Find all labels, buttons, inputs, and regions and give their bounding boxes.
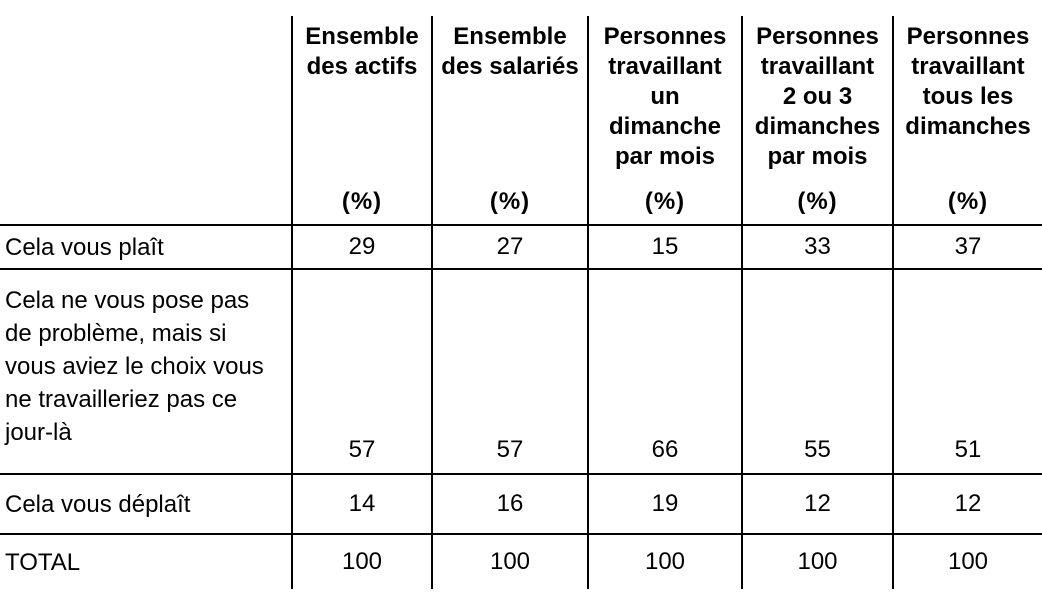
value-cell: 33	[741, 225, 893, 270]
table-row-total: TOTAL 100 100 100 100 100	[0, 534, 1042, 589]
value-cell: 12	[741, 474, 893, 535]
row-label: Cela vous déplaît	[0, 474, 292, 535]
col-header-un-dimanche: Personnes travaillant un dimanche par mo…	[587, 16, 742, 226]
col-header-unit: (%)	[947, 188, 989, 215]
col-header-title: Ensemble des salariés	[441, 23, 579, 80]
value-cell: 100	[291, 534, 432, 589]
value-cell: 100	[587, 534, 742, 589]
value-cell: 15	[587, 225, 742, 270]
col-header-unit: (%)	[341, 188, 383, 215]
value-cell: 100	[741, 534, 893, 589]
sunday-work-opinion-table: Ensemble des actifs (%) Ensemble des sal…	[0, 16, 1042, 589]
value-cell: 55	[741, 269, 893, 475]
corner-cell	[0, 16, 292, 226]
col-header-2-ou-3-dimanches: Personnes travaillant 2 ou 3 dimanches p…	[741, 16, 893, 226]
header-row: Ensemble des actifs (%) Ensemble des sal…	[0, 16, 1042, 226]
value-cell: 12	[892, 474, 1042, 535]
col-header-ensemble-actifs: Ensemble des actifs (%)	[291, 16, 432, 226]
col-header-title: Personnes travaillant 2 ou 3 dimanches p…	[754, 23, 881, 170]
value-cell: 37	[892, 225, 1042, 270]
col-header-ensemble-salaries: Ensemble des salariés (%)	[431, 16, 588, 226]
value-cell: 19	[587, 474, 742, 535]
value-cell: 29	[291, 225, 432, 270]
value-cell: 27	[431, 225, 588, 270]
value-cell: 57	[431, 269, 588, 475]
value-cell: 66	[587, 269, 742, 475]
col-header-tous-les-dimanches: Personnes travaillant tous les dimanches…	[892, 16, 1042, 226]
value-cell: 100	[892, 534, 1042, 589]
col-header-unit: (%)	[489, 188, 531, 215]
col-header-title: Ensemble des actifs	[305, 23, 419, 80]
value-cell: 14	[291, 474, 432, 535]
value-cell: 51	[892, 269, 1042, 475]
col-header-unit: (%)	[644, 188, 686, 215]
col-header-unit: (%)	[797, 188, 838, 215]
row-label: Cela ne vous pose pas de problème, mais …	[0, 269, 292, 475]
row-label: TOTAL	[5, 548, 81, 576]
table-row-cela-vous-plait: Cela vous plaît 29 27 15 33 37	[0, 225, 1042, 270]
col-header-title: Personnes travaillant un dimanche par mo…	[603, 23, 727, 170]
value-cell: 16	[431, 474, 588, 535]
col-header-title: Personnes travaillant tous les dimanches	[905, 23, 1031, 140]
value-cell: 100	[431, 534, 588, 589]
value-cell: 57	[291, 269, 432, 475]
row-label: Cela vous plaît	[0, 225, 292, 270]
table-row-pas-de-probleme: Cela ne vous pose pas de problème, mais …	[0, 269, 1042, 475]
table-row-cela-vous-deplait: Cela vous déplaît 14 16 19 12 12	[0, 474, 1042, 535]
